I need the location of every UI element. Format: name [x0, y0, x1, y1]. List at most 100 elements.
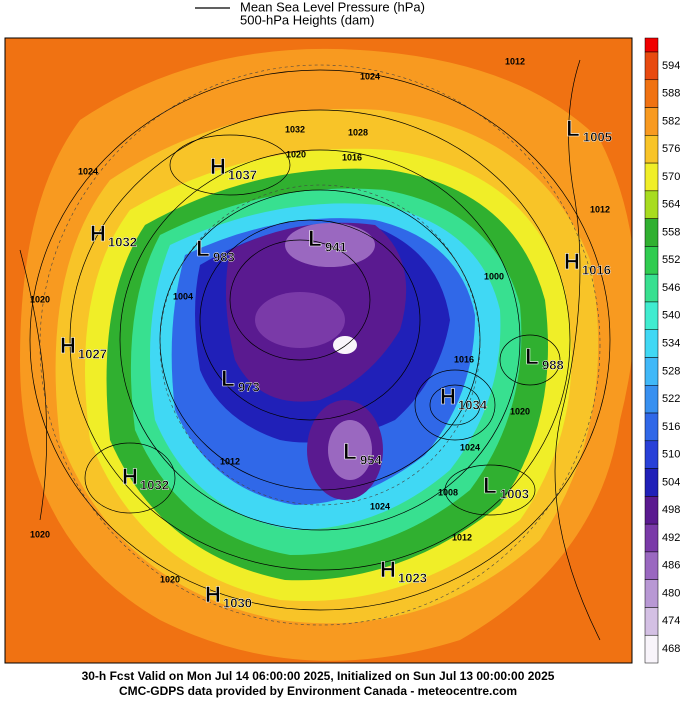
colorbar-box	[644, 468, 659, 497]
pressure-value: 1037	[228, 167, 257, 182]
colorbar-box	[644, 190, 659, 219]
colorbar-label: 522	[662, 393, 680, 405]
pressure-value: 983	[213, 249, 235, 264]
contour-label: 1024	[460, 442, 480, 452]
map	[4, 37, 633, 664]
contour-label: 1016	[454, 354, 474, 364]
pressure-value: 1034	[458, 397, 488, 412]
contour-label: 1016	[342, 152, 362, 162]
pressure-center: H	[440, 384, 456, 409]
contour-label: 1012	[505, 56, 525, 66]
pressure-value: 1032	[108, 234, 137, 249]
pressure-center: L	[566, 116, 579, 141]
pressure-center: H	[210, 154, 226, 179]
colorbar-box	[644, 579, 659, 608]
pressure-center: H	[205, 582, 221, 607]
pressure-center: H	[564, 249, 580, 274]
legend-heights: 500-hPa Heights (dam)	[240, 12, 374, 27]
footer-source: CMC-GDPS data provided by Environment Ca…	[119, 684, 517, 698]
pressure-value: 988	[542, 357, 564, 372]
colorbar-label: 576	[662, 143, 680, 155]
colorbar-box	[644, 107, 659, 136]
pressure-center: L	[196, 236, 209, 261]
colorbar-label: 534	[662, 338, 680, 350]
colorbar-label: 498	[662, 504, 680, 516]
pressure-value: 1016	[582, 262, 611, 277]
colorbar-label: 570	[662, 171, 680, 183]
colorbar-label: 540	[662, 310, 680, 322]
colorbar-label: 510	[662, 449, 680, 461]
contour-label: 1028	[348, 127, 368, 137]
pressure-center: H	[122, 464, 138, 489]
contour-label: 1020	[30, 294, 50, 304]
colorbar-label: 480	[662, 587, 680, 599]
colorbar-label: 528	[662, 365, 680, 377]
colorbar-box	[644, 273, 659, 303]
pressure-center: H	[60, 333, 76, 358]
colorbar-label: 492	[662, 532, 680, 544]
colorbar-box	[644, 135, 659, 164]
colorbar-label: 552	[662, 254, 680, 266]
colorbar-box	[644, 51, 659, 81]
pressure-center: L	[343, 439, 356, 464]
colorbar-top	[644, 37, 659, 53]
pressure-value: 1027	[78, 346, 107, 361]
pressure-value: 1032	[140, 477, 169, 492]
colorbar-label: 468	[662, 643, 680, 655]
contour-label: 1012	[452, 532, 472, 542]
colorbar-label: 558	[662, 226, 680, 238]
colorbar-box	[644, 412, 659, 442]
contour-label: 1024	[360, 71, 380, 81]
contour-label: 1000	[484, 271, 504, 281]
pressure-center: L	[221, 366, 234, 391]
colorbar-box	[644, 385, 659, 414]
pressure-value: 1023	[398, 570, 427, 585]
contour-label: 1012	[220, 456, 240, 466]
contour-label: 1020	[510, 406, 530, 416]
pressure-value: 1005	[583, 129, 612, 144]
colorbar-box	[644, 634, 659, 664]
pressure-value: 973	[238, 379, 260, 394]
footer-forecast: 30-h Fcst Valid on Mon Jul 14 06:00:00 2…	[82, 669, 555, 683]
colorbar-label: 582	[662, 115, 680, 127]
contour-label: 1004	[173, 291, 193, 301]
contour-label: 1024	[370, 501, 390, 511]
colorbar-box	[644, 218, 659, 247]
legend-pressure: Mean Sea Level Pressure (hPa)	[240, 0, 425, 14]
pressure-center: L	[525, 344, 538, 369]
colorbar-label: 516	[662, 421, 680, 433]
pressure-center: L	[308, 226, 321, 251]
contour-label: 1020	[30, 529, 50, 539]
contour-label: 1020	[160, 574, 180, 584]
colorbar-box	[644, 357, 659, 386]
contour-label: 1032	[285, 124, 305, 134]
contour-label: 1020	[286, 149, 306, 159]
colorbar-label: 588	[662, 88, 680, 100]
colorbar-box	[644, 551, 659, 580]
colorbar-box	[644, 301, 659, 330]
pressure-center: L	[483, 473, 496, 498]
colorbar-box	[644, 162, 659, 192]
contour-label: 1024	[78, 166, 98, 176]
colorbar-label: 474	[662, 615, 680, 627]
pressure-value: 954	[360, 452, 382, 467]
contour-label: 1008	[438, 487, 458, 497]
pressure-value: 1003	[500, 486, 529, 501]
pressure-value: 941	[325, 239, 347, 254]
colorbar-box	[644, 496, 659, 525]
pressure-center: H	[90, 221, 106, 246]
colorbar-box	[644, 329, 659, 358]
pressure-value: 1030	[223, 595, 252, 610]
colorbar-box	[644, 523, 659, 553]
colorbar-box	[644, 79, 659, 108]
pressure-center: H	[380, 557, 396, 582]
colorbar-box	[644, 246, 659, 275]
colorbar-box	[644, 440, 659, 469]
colorbar-label: 504	[662, 476, 680, 488]
colorbar-label: 546	[662, 282, 680, 294]
colorbar-box	[644, 607, 659, 636]
colorbar-label: 594	[662, 60, 680, 72]
contour-label: 1012	[590, 204, 610, 214]
